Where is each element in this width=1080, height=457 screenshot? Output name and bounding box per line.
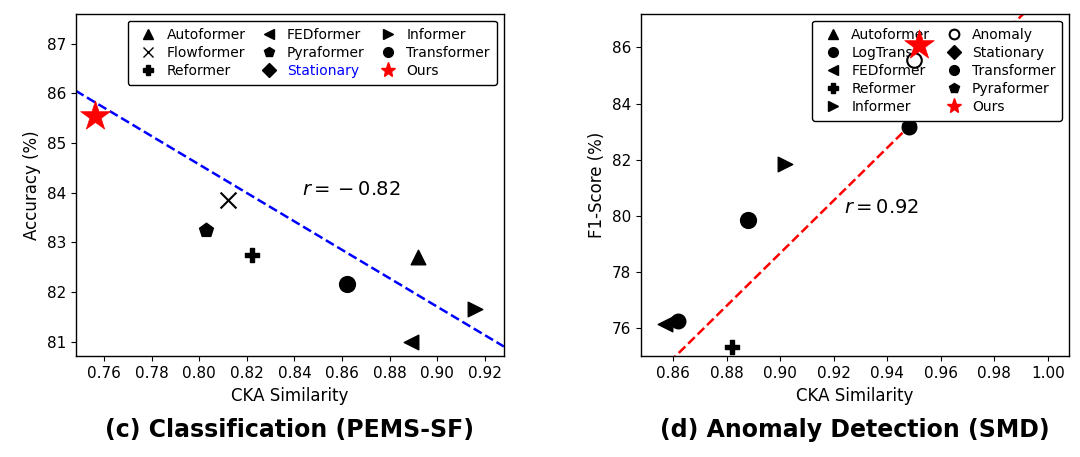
Text: $r = -0.82$: $r = -0.82$: [301, 181, 401, 199]
Point: [670, 318, 687, 325]
Text: $r = 0.92$: $r = 0.92$: [845, 198, 919, 217]
Point: [467, 306, 484, 313]
Point: [198, 226, 215, 234]
Point: [905, 56, 922, 64]
X-axis label: CKA Similarity: CKA Similarity: [796, 387, 914, 405]
Point: [724, 343, 741, 350]
Point: [338, 281, 355, 288]
Point: [403, 338, 420, 345]
Point: [409, 254, 427, 261]
Text: (d) Anomaly Detection (SMD): (d) Anomaly Detection (SMD): [660, 418, 1050, 442]
Point: [219, 197, 237, 204]
Point: [777, 160, 794, 168]
Point: [243, 251, 260, 258]
Point: [900, 122, 917, 130]
Y-axis label: F1-Score (%): F1-Score (%): [589, 132, 606, 238]
Point: [1023, 79, 1040, 86]
Point: [740, 217, 757, 224]
Point: [994, 66, 1011, 74]
Point: [657, 320, 674, 328]
Point: [148, 27, 165, 35]
Legend: Autoformer, LogTrans, FEDformer, Reformer, Informer, Anomaly, Stationary, Transf: Autoformer, LogTrans, FEDformer, Reforme…: [812, 21, 1063, 121]
Point: [961, 69, 978, 76]
Legend: Autoformer, Flowformer, Reformer, FEDformer, Pyraformer, Stationary, Informer, T: Autoformer, Flowformer, Reformer, FEDfor…: [127, 21, 497, 85]
Text: (c) Classification (PEMS-SF): (c) Classification (PEMS-SF): [105, 418, 474, 442]
X-axis label: CKA Similarity: CKA Similarity: [231, 387, 349, 405]
Point: [86, 112, 104, 119]
Y-axis label: Accuracy (%): Accuracy (%): [23, 130, 41, 240]
Point: [900, 124, 917, 131]
Point: [910, 41, 928, 48]
